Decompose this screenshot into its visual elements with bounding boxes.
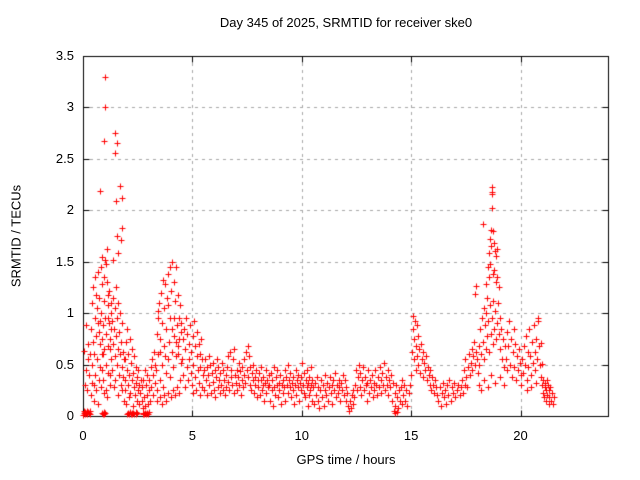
y-tick-label: 3.5	[55, 48, 74, 63]
y-tick-label: 0.5	[55, 356, 74, 372]
y-tick-label: 0	[66, 408, 74, 423]
chart-title: Day 345 of 2025, SRMTID for receiver ske…	[219, 15, 473, 30]
y-tick-label: 2	[66, 202, 74, 218]
y-tick-label: 1.5	[55, 253, 74, 269]
x-tick-label: 15	[403, 428, 419, 443]
x-axis-label: GPS time / hours	[296, 452, 396, 467]
y-axis-label: SRMTID / TECUs	[8, 184, 24, 288]
y-tick-label: 3	[66, 99, 74, 115]
x-tick-label: 5	[188, 428, 196, 443]
x-tick-label: 10	[294, 428, 309, 443]
x-tick-label: 20	[513, 428, 528, 443]
x-tick-label: 0	[79, 428, 87, 443]
y-tick-label: 1	[66, 305, 74, 321]
y-tick-label: 2.5	[55, 150, 74, 166]
